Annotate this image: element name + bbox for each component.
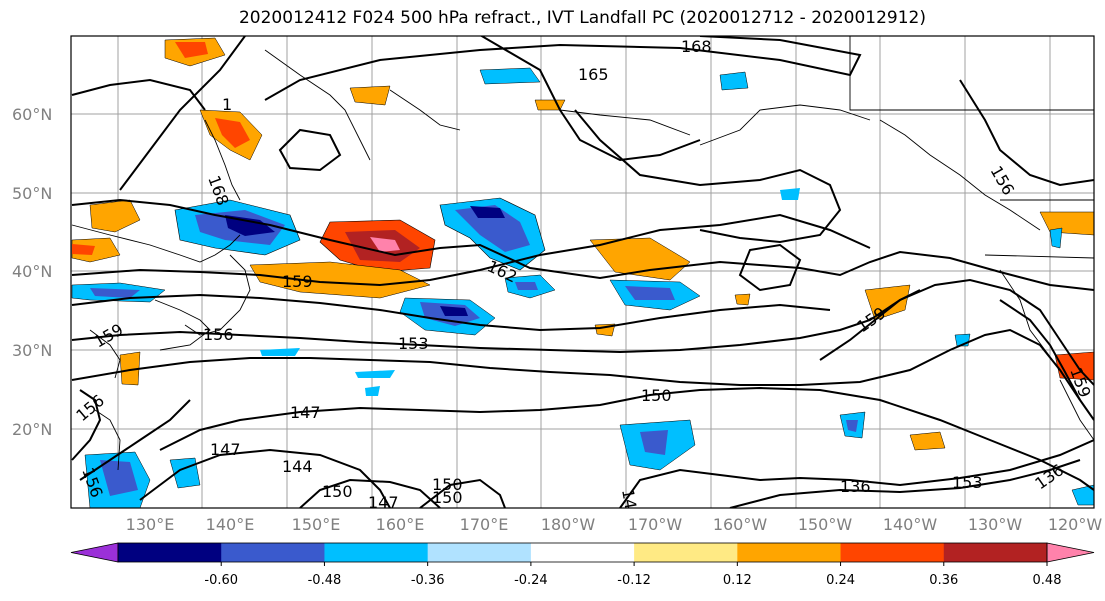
lat-label-60n: 60°N [12,105,52,124]
contour-label-144: 144 [282,457,313,476]
longitude-axis: 130°E 140°E 150°E 160°E 170°E 180°W 170°… [126,515,1103,534]
colorbar-tick-label: 0.36 [929,573,958,588]
map-title: 2020012412 F024 500 hPa refract., IVT La… [238,8,926,28]
colorbar-frame [117,542,1048,563]
lon-label-160w: 160°W [713,515,768,534]
colorbar-segment [221,543,325,562]
colorbar-extend-low [70,542,119,563]
lon-label-150w: 150°W [798,515,853,534]
coastlines [71,36,1094,471]
contour-label-156: 156 [203,325,234,344]
colorbar-segment [324,543,429,562]
colorbar-segment [634,543,738,562]
colorbar-segment [943,543,1048,562]
lon-label-160e: 160°E [376,515,425,534]
lon-label-180w: 180°W [541,515,596,534]
colorbar-tick-label: -0.24 [514,573,548,588]
lat-label-40n: 40°N [12,262,52,281]
contour-label-150-b: 150 [432,475,463,494]
colorbar: -0.60 -0.48 -0.36 -0.24 -0.12 0.12 0.24 0.36 0.4… [70,542,1095,588]
lon-label-150e: 150°E [292,515,341,534]
contour-label-153-east: 153 [952,473,983,492]
map-frame [70,35,1095,509]
contour-label-153: 153 [398,334,429,353]
height-contours [71,36,1094,508]
contour-label-150: 150 [641,386,672,405]
lon-label-170e: 170°E [460,515,509,534]
contour-label-150-south: 150 [322,482,353,501]
colorbar-tick-label: 0.48 [1033,573,1062,588]
colorbar-tick-label: -0.12 [617,573,651,588]
latitude-axis: 60°N 50°N 40°N 30°N 20°N [12,105,52,439]
colorbar-tick-label: -0.36 [411,573,445,588]
lon-label-130e: 130°E [126,515,175,534]
colorbar-extend-high [1046,542,1095,563]
lat-label-30n: 30°N [12,341,52,360]
colorbar-segment [118,543,222,562]
contour-label-147-b: 147 [210,440,241,459]
lon-label-130w: 130°W [968,515,1023,534]
contour-label-159-center: 159 [282,272,313,291]
lon-label-140w: 140°W [883,515,938,534]
colorbar-tick-label: -0.48 [308,573,342,588]
colorbar-tick-label: -0.60 [204,573,238,588]
contour-label-150-c: 150 [432,488,463,507]
lon-label-120w: 120°W [1048,515,1103,534]
lon-label-170w: 170°W [628,515,683,534]
contour-label-147-a: 147 [290,403,321,422]
contour-label-14: 14 [618,487,640,510]
lat-label-20n: 20°N [12,420,52,439]
colorbar-tick-label: 0.12 [723,573,752,588]
colorbar-segment [737,543,842,562]
contour-label-147-south: 147 [368,493,399,512]
lat-label-50n: 50°N [12,184,52,203]
colorbar-segment [427,543,532,562]
lon-label-140e: 140°E [206,515,255,534]
contour-label-136-a: 136 [840,477,871,496]
contour-label-1: 1 [222,95,232,114]
contour-label-168-top: 168 [681,37,712,56]
contour-label-165: 165 [578,65,609,84]
colorbar-segment [840,543,945,562]
shaded-field [71,37,1094,508]
colorbar-tick-label: 0.24 [826,573,855,588]
colorbar-segment [530,543,635,562]
